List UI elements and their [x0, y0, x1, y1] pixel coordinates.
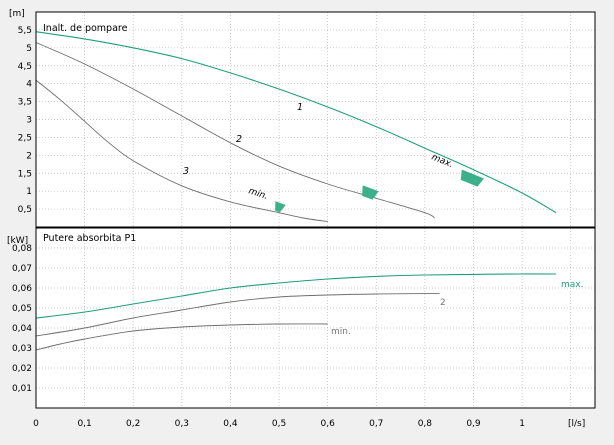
power-y-tick-label: 0,06	[12, 284, 32, 294]
x-axis-label: [l/s]	[568, 419, 585, 429]
head-y-tick-label: 1	[26, 187, 32, 197]
head-y-tick-label: 3,5	[18, 98, 32, 108]
head-y-tick-label: 0,5	[18, 205, 32, 215]
head-y-tick-label: 1,5	[18, 169, 32, 179]
operating-point-marker	[460, 169, 484, 187]
power-y-tick-label: 0,03	[12, 344, 32, 354]
head-series-line-1	[35, 31, 557, 214]
x-tick-label: 0,7	[369, 419, 383, 429]
curve-1-label: 1	[297, 102, 303, 113]
head-y-axis-label: [m]	[9, 9, 25, 19]
power-y-tick-label: 0,07	[12, 264, 32, 274]
head-y-tick-label: 5	[26, 44, 32, 54]
x-tick-label: 0,6	[320, 419, 335, 429]
curve-2-label: 2	[236, 134, 242, 145]
head-panel: 0,5 1 1,5 2 2,5 3 3,5 4 4,5 5 5,5 Inalt. de pompar…	[9, 9, 596, 228]
power-series-line-2	[35, 293, 440, 337]
curve-3-label: 3	[183, 166, 189, 177]
power-max-label: max.	[561, 280, 583, 290]
power-frame	[35, 227, 596, 409]
power-title: Putere absorbita P1	[43, 233, 136, 244]
power-y-tick-label: 0,05	[12, 304, 32, 314]
head-y-tick-label: 4	[26, 80, 32, 90]
head-frame	[35, 11, 596, 228]
power-y-tick-label: 0,04	[12, 324, 32, 334]
head-y-tick-label: 2,5	[18, 133, 32, 143]
head-gridlines	[36, 12, 595, 227]
power-plot-area	[36, 228, 595, 408]
x-tick-label: 0,9	[466, 419, 481, 429]
power-y-tick-label: 0,01	[12, 384, 32, 394]
head-y-tick-label: 5,5	[18, 26, 32, 36]
head-markers	[275, 169, 484, 213]
power-gridlines	[36, 228, 595, 408]
power-y-tick-label: 0,08	[12, 244, 32, 254]
power-panel: 0,01 0,02 0,03 0,04 0,05 0,06 0,07 0,08 0 0,1 0,2…	[7, 227, 596, 429]
x-tick-label: 1	[519, 419, 525, 429]
x-tick-label: 0,5	[272, 419, 286, 429]
x-tick-label: 0	[33, 419, 39, 429]
x-tick-label: 0,3	[175, 419, 189, 429]
power-y-tick-label: 0,02	[12, 364, 32, 374]
power-y-axis-label: [kW]	[7, 236, 28, 246]
x-tick-label: 0,8	[418, 419, 433, 429]
head-series-line-3	[35, 79, 328, 223]
power-series-line-min	[35, 323, 328, 351]
head-y-tick-label: 3	[26, 116, 32, 126]
x-tick-label: 0,1	[77, 419, 91, 429]
power-series	[35, 273, 557, 351]
power-curve-labels: max. 2 min.	[331, 280, 583, 337]
x-tick-label: 0,4	[223, 419, 238, 429]
power-min-label: min.	[331, 327, 351, 337]
power-2-label: 2	[440, 298, 446, 308]
operating-point-marker	[275, 201, 286, 213]
power-series-line-max	[35, 273, 557, 319]
power-y-ticks: 0,01 0,02 0,03 0,04 0,05 0,06 0,07 0,08	[12, 244, 32, 394]
head-y-ticks: 0,5 1 1,5 2 2,5 3 3,5 4 4,5 5 5,5	[18, 26, 33, 215]
operating-point-marker	[362, 185, 379, 200]
head-series-line-2	[35, 42, 435, 219]
head-title: Inalt. de pompare	[43, 23, 128, 34]
power-x-ticks: 0 0,1 0,2 0,3 0,4 0,5 0,6 0,7 0,8 0,9 1	[33, 419, 525, 429]
head-y-tick-label: 4,5	[18, 62, 32, 72]
x-tick-label: 0,2	[126, 419, 140, 429]
head-series	[35, 31, 557, 223]
head-y-tick-label: 2	[26, 151, 32, 161]
